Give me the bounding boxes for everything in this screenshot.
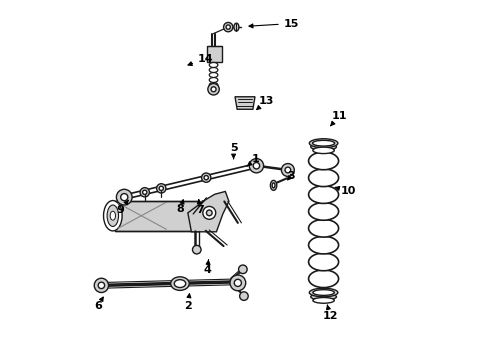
Ellipse shape	[309, 203, 339, 220]
Circle shape	[230, 275, 245, 291]
Circle shape	[94, 278, 109, 293]
Text: 5: 5	[230, 143, 237, 158]
Text: 15: 15	[249, 18, 299, 28]
Ellipse shape	[110, 211, 116, 220]
Text: 7: 7	[196, 199, 204, 215]
Circle shape	[234, 279, 242, 287]
Circle shape	[143, 190, 147, 194]
Ellipse shape	[209, 82, 218, 87]
Text: 1: 1	[247, 154, 260, 166]
Circle shape	[159, 186, 163, 190]
Ellipse shape	[234, 23, 239, 31]
Text: 11: 11	[331, 111, 347, 126]
Circle shape	[285, 167, 291, 173]
Ellipse shape	[272, 183, 275, 188]
Ellipse shape	[309, 288, 338, 297]
Circle shape	[157, 184, 166, 193]
Circle shape	[211, 87, 216, 92]
Circle shape	[98, 282, 104, 289]
Ellipse shape	[311, 143, 337, 150]
Circle shape	[253, 162, 260, 169]
Text: 12: 12	[322, 305, 338, 321]
Text: 14: 14	[188, 54, 214, 66]
Ellipse shape	[313, 140, 335, 146]
Text: 3: 3	[287, 171, 294, 181]
Circle shape	[281, 163, 294, 176]
Circle shape	[208, 84, 220, 95]
Text: 13: 13	[257, 96, 274, 109]
Ellipse shape	[313, 290, 334, 296]
Ellipse shape	[309, 152, 339, 170]
Ellipse shape	[270, 180, 277, 190]
Polygon shape	[188, 192, 229, 232]
Ellipse shape	[309, 236, 339, 254]
Ellipse shape	[309, 270, 339, 288]
Polygon shape	[115, 201, 198, 231]
Circle shape	[121, 194, 128, 201]
Ellipse shape	[313, 297, 334, 303]
Text: 8: 8	[177, 200, 185, 213]
Ellipse shape	[309, 169, 339, 186]
Ellipse shape	[171, 277, 189, 291]
Circle shape	[206, 210, 212, 216]
Ellipse shape	[107, 205, 119, 226]
Polygon shape	[235, 97, 255, 109]
Ellipse shape	[209, 72, 218, 77]
Ellipse shape	[174, 280, 186, 288]
Text: 10: 10	[335, 186, 356, 196]
Circle shape	[117, 189, 132, 205]
Ellipse shape	[309, 186, 339, 203]
Ellipse shape	[309, 139, 338, 148]
Circle shape	[201, 173, 211, 182]
Circle shape	[239, 265, 247, 274]
Bar	[207, 46, 222, 62]
Ellipse shape	[103, 201, 122, 231]
Ellipse shape	[309, 253, 339, 271]
Ellipse shape	[209, 63, 218, 67]
Circle shape	[226, 25, 230, 29]
Circle shape	[223, 22, 233, 32]
Text: 4: 4	[203, 260, 211, 275]
Circle shape	[204, 176, 208, 180]
Circle shape	[140, 188, 149, 197]
Circle shape	[193, 246, 201, 254]
Ellipse shape	[311, 294, 337, 300]
Circle shape	[203, 206, 216, 219]
Circle shape	[240, 292, 248, 300]
Ellipse shape	[309, 219, 339, 237]
Ellipse shape	[209, 67, 218, 72]
Circle shape	[249, 158, 264, 173]
Ellipse shape	[313, 147, 334, 154]
Ellipse shape	[209, 77, 218, 82]
Text: 2: 2	[184, 294, 192, 311]
Text: 6: 6	[94, 297, 103, 311]
Text: 9: 9	[116, 200, 128, 215]
